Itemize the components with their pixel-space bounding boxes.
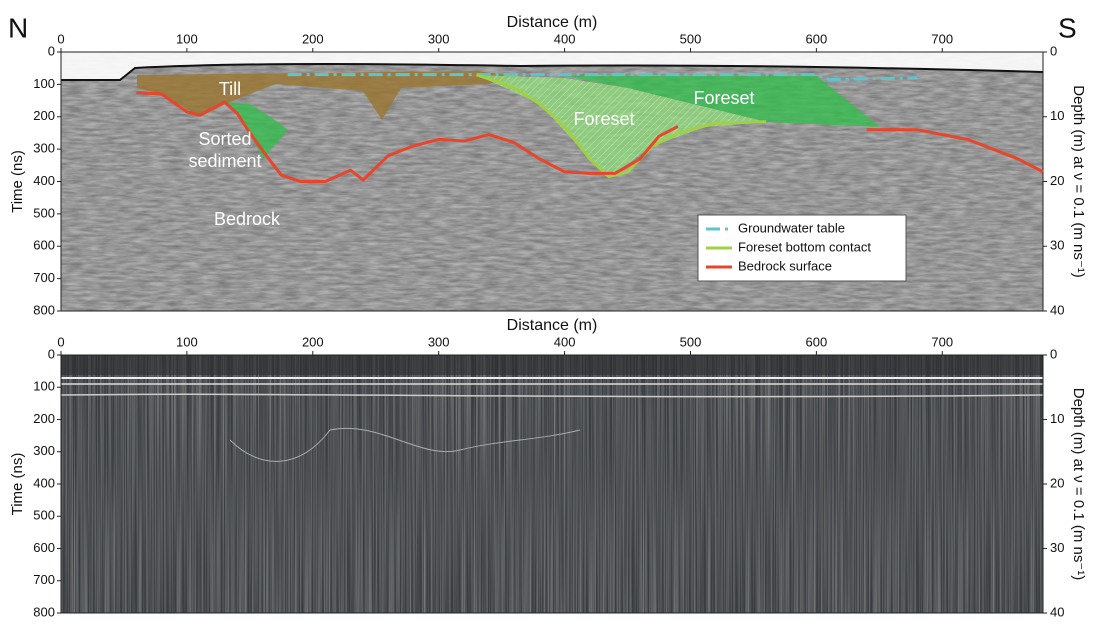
y-tick-label: 0	[48, 43, 55, 58]
y2-tick-label: 10	[1050, 411, 1064, 426]
y2-tick-label: 20	[1050, 173, 1064, 188]
x-tick-label: 600	[806, 31, 828, 46]
y-tick-label: 300	[33, 141, 55, 156]
figure: Distance (m) Time (ns) Depth (m) at ν = 0.…	[0, 0, 1094, 619]
y2-tick-label: 30	[1050, 540, 1064, 555]
x-tick-label: 200	[302, 334, 324, 349]
x-tick-label: 200	[302, 31, 324, 46]
radargram-bottom	[61, 355, 1043, 613]
annotation: S	[1058, 12, 1077, 43]
y-tick-label: 500	[33, 508, 55, 523]
y-tick-label: 400	[33, 475, 55, 490]
legend-label: Bedrock surface	[738, 258, 832, 273]
x-tick-label: 0	[57, 31, 64, 46]
y2-axis-title: Depth (m) at ν = 0.1 (m ns⁻¹)	[1070, 388, 1087, 581]
y2-tick-label: 0	[1050, 346, 1057, 361]
annotation: N	[8, 12, 28, 43]
y2-tick-label: 0	[1050, 43, 1057, 58]
x-tick-label: 700	[931, 334, 953, 349]
y-tick-label: 700	[33, 270, 55, 285]
annotation: Bedrock	[214, 209, 281, 229]
y-axis-title: Time (ns)	[9, 150, 26, 213]
y-tick-label: 100	[33, 76, 55, 91]
x-tick-label: 300	[428, 31, 450, 46]
y-tick-label: 400	[33, 173, 55, 188]
y-tick-label: 600	[33, 540, 55, 555]
y-axis-title: Time (ns)	[9, 453, 26, 516]
y-tick-label: 800	[33, 604, 55, 619]
x-tick-label: 100	[176, 334, 198, 349]
legend-label: Foreset bottom contact	[738, 239, 871, 254]
x-tick-label: 100	[176, 31, 198, 46]
y-tick-label: 200	[33, 108, 55, 123]
y-tick-label: 500	[33, 205, 55, 220]
annotation: Foreset	[573, 109, 634, 129]
x-axis-title: Distance (m)	[507, 317, 598, 334]
legend: Groundwater table Foreset bottom contact B…	[698, 215, 906, 281]
x-tick-label: 0	[57, 334, 64, 349]
y2-tick-label: 30	[1050, 238, 1064, 253]
x-tick-label: 400	[554, 334, 576, 349]
y-tick-label: 600	[33, 238, 55, 253]
annotation: Foreset	[693, 88, 754, 108]
y-tick-label: 0	[48, 346, 55, 361]
x-tick-label: 300	[428, 334, 450, 349]
x-tick-label: 500	[680, 31, 702, 46]
y-tick-label: 800	[33, 302, 55, 317]
y2-tick-label: 40	[1050, 604, 1064, 619]
x-tick-label: 400	[554, 31, 576, 46]
y2-axis-title: Depth (m) at ν = 0.1 (m ns⁻¹)	[1070, 85, 1087, 278]
legend-label: Groundwater table	[738, 220, 845, 235]
x-tick-label: 700	[931, 31, 953, 46]
x-tick-label: 500	[680, 334, 702, 349]
y-tick-label: 300	[33, 443, 55, 458]
y-tick-label: 700	[33, 572, 55, 587]
annotation: Till	[219, 79, 241, 99]
y-tick-label: 100	[33, 379, 55, 394]
y2-tick-label: 10	[1050, 108, 1064, 123]
x-tick-label: 600	[806, 334, 828, 349]
y2-tick-label: 20	[1050, 475, 1064, 490]
x-axis-title: Distance (m)	[507, 14, 598, 31]
y-tick-label: 200	[33, 411, 55, 426]
y2-tick-label: 40	[1050, 302, 1064, 317]
